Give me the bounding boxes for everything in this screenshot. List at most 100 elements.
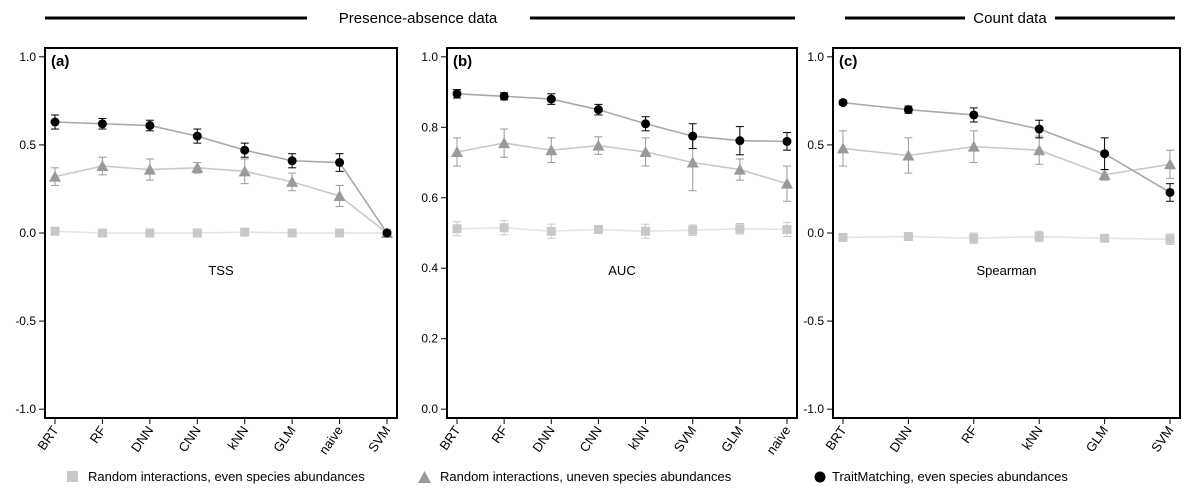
y-tick-label: -1.0 [803, 402, 824, 416]
x-tick-label: naive [763, 423, 793, 457]
data-point-circle [97, 119, 107, 129]
x-tick-label: RF [87, 423, 109, 446]
data-point-square [452, 224, 462, 234]
data-point-circle [641, 119, 651, 129]
data-point-triangle [545, 144, 558, 156]
data-point-triangle [333, 190, 346, 201]
series-line [842, 235, 1171, 240]
series-line [842, 101, 1171, 194]
series-circle [838, 98, 1175, 202]
y-tick-label: 0.2 [421, 332, 438, 346]
legend-marker-triangle [418, 471, 431, 483]
x-tick-label: GLM [1083, 423, 1111, 455]
data-point-square [145, 228, 155, 238]
panel-b: 1.0 0.8 0.6 0.4 0.2 0.0 BRT RF DNN CNN kNN SVM GLM na… [421, 47, 798, 457]
legend-marker-square [67, 471, 78, 482]
y-tick-label: 1.0 [19, 50, 36, 64]
data-point-square [1100, 233, 1110, 243]
x-tick-label: RF [488, 423, 510, 446]
legend-item-random-even: Random interactions, even species abunda… [67, 469, 365, 484]
data-point-square [50, 226, 60, 236]
data-point-triangle [143, 163, 156, 175]
x-tick-label: RF [958, 423, 980, 446]
data-point-triangle [238, 165, 251, 177]
data-point-circle [688, 131, 698, 141]
data-point-circle [240, 145, 250, 155]
group-header-count: Count data [845, 10, 1175, 27]
panel-label: (a) [51, 53, 69, 70]
data-point-circle [1100, 149, 1110, 159]
data-point-triangle [1033, 144, 1046, 156]
data-point-square [97, 228, 107, 238]
data-point-square [240, 227, 250, 237]
series-triangle [49, 156, 393, 238]
series-circle [50, 114, 392, 238]
data-point-circle [903, 105, 913, 115]
series-line [456, 226, 788, 233]
data-point-square [735, 224, 745, 234]
y-tick-label: 1.0 [421, 50, 438, 64]
data-point-triangle [592, 139, 605, 151]
data-point-triangle [967, 140, 980, 152]
x-tick-label: SVM [671, 423, 699, 455]
data-point-square [335, 228, 345, 238]
data-point-square [782, 224, 792, 234]
data-point-square [838, 232, 848, 242]
data-point-circle [782, 136, 792, 146]
x-tick-label: GLM [270, 423, 298, 455]
data-point-triangle [639, 145, 652, 157]
x-tick-label: DNN [886, 423, 914, 455]
y-tick-label: 0.5 [807, 138, 824, 152]
legend-label: TraitMatching, even species abundances [832, 469, 1068, 484]
data-point-circle [969, 110, 979, 120]
data-point-square [1165, 234, 1175, 244]
y-tick-label: 0.5 [19, 138, 36, 152]
data-point-square [903, 232, 913, 242]
x-tick-label: BRT [34, 423, 61, 453]
metric-label: AUC [608, 263, 635, 278]
data-point-circle [145, 121, 155, 131]
data-point-square [969, 233, 979, 243]
y-tick-label: 1.0 [807, 50, 824, 64]
y-tick-label: 0.0 [807, 226, 824, 240]
y-tick-label: -0.5 [15, 314, 36, 328]
data-point-square [1034, 232, 1044, 242]
series-line [456, 142, 788, 185]
x-tick-label: CNN [576, 423, 604, 455]
group-header-label: Count data [973, 10, 1047, 27]
data-point-triangle [191, 161, 204, 173]
data-point-circle [287, 156, 297, 166]
legend-item-traitmatching: TraitMatching, even species abundances [814, 469, 1068, 484]
series-square [50, 226, 392, 238]
data-point-triangle [96, 160, 109, 172]
x-tick-label: kNN [224, 423, 251, 452]
data-point-triangle [733, 163, 746, 175]
data-point-circle [499, 91, 509, 101]
group-header-label: Presence-absence data [339, 10, 498, 27]
x-tick-label: DNN [529, 423, 557, 455]
y-tick-label: 0.0 [421, 402, 438, 416]
x-tick-label: kNN [625, 423, 652, 452]
data-point-circle [382, 228, 392, 238]
legend-marker-circle [814, 471, 826, 483]
x-tick-label: SVM [365, 423, 393, 455]
data-point-circle [452, 89, 462, 99]
group-header-presence-absence: Presence-absence data [45, 10, 795, 27]
data-point-triangle [781, 177, 793, 189]
series-line [456, 93, 788, 143]
y-tick-label: -0.5 [803, 314, 824, 328]
metric-label: Spearman [977, 263, 1037, 278]
data-point-square [688, 225, 698, 235]
legend: Random interactions, even species abunda… [67, 469, 1068, 484]
data-point-square [287, 228, 297, 238]
metric-label: TSS [208, 263, 234, 278]
x-tick-label: kNN [1019, 423, 1046, 452]
series-line [54, 165, 388, 234]
data-point-circle [546, 94, 556, 104]
panel-a: 1.0 0.5 0.0 -0.5 -1.0 BRT RF DNN CNN kNN GLM naive S… [15, 47, 398, 457]
panel-c: 1.0 0.5 0.0 -0.5 -1.0 BRT DNN RF kNN GLM SVM (c) Spe… [803, 47, 1181, 455]
panel-label: (c) [839, 53, 857, 70]
plot-frame [446, 47, 798, 419]
x-tick-label: DNN [128, 423, 156, 455]
